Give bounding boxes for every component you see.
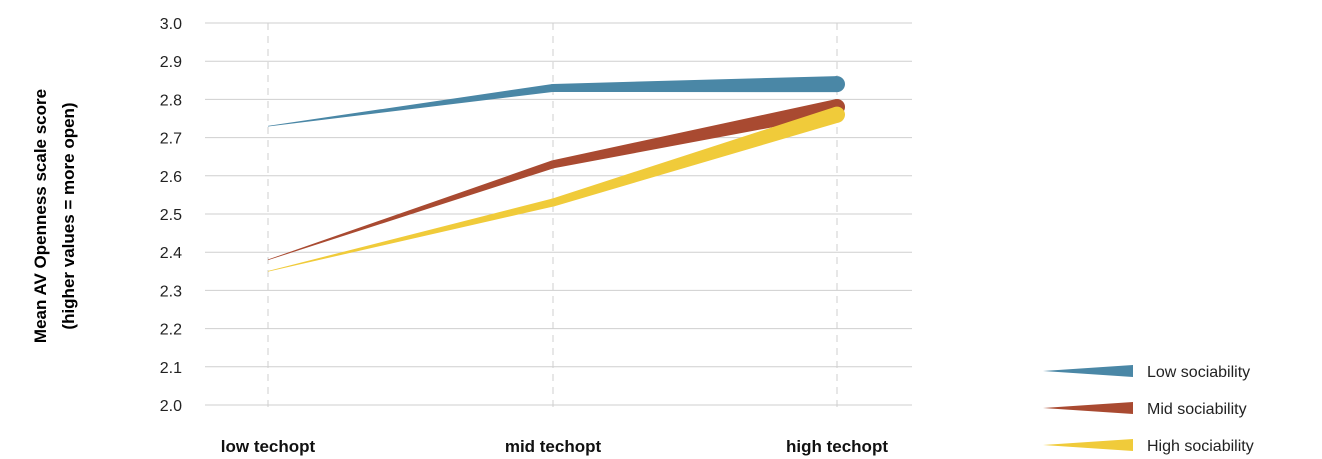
y-tick-label: 2.6 — [160, 169, 182, 186]
x-category-label: low techopt — [221, 437, 316, 456]
data-point — [829, 76, 845, 93]
y-tick-label: 2.1 — [160, 360, 182, 377]
y-axis-title: Mean AV Openness scale score (higher val… — [31, 89, 78, 343]
legend-label: Mid sociability — [1147, 401, 1247, 418]
line-segment — [267, 83, 554, 127]
x-category-label: mid techopt — [505, 437, 602, 456]
legend-swatch — [1043, 439, 1133, 451]
data-point — [829, 106, 845, 123]
y-tick-label: 2.3 — [160, 283, 182, 300]
series-high-sociability — [267, 106, 845, 272]
line-segment — [267, 198, 554, 272]
legend: Low sociability Mid sociability High socia… — [1043, 364, 1254, 455]
x-category-label: high techopt — [786, 437, 888, 456]
legend-label: High sociability — [1147, 438, 1254, 455]
series-lines — [267, 76, 845, 272]
data-point — [549, 83, 557, 92]
line-segment — [552, 76, 838, 93]
x-category-labels: low techopt mid techopt high techopt — [221, 437, 889, 456]
y-tick-label: 2.4 — [160, 245, 182, 262]
legend-swatch — [1043, 365, 1133, 377]
data-point — [549, 160, 557, 169]
y-tick-label: 2.0 — [160, 398, 182, 415]
y-axis-title-line-1: Mean AV Openness scale score — [31, 89, 50, 343]
series-low-sociability — [267, 76, 845, 127]
y-tick-labels: 3.0 2.9 2.8 2.7 2.6 2.5 2.4 2.3 2.2 2.1 2.0 — [160, 16, 182, 415]
legend-item: Low sociability — [1043, 364, 1250, 381]
data-point — [549, 198, 557, 207]
line-segment — [551, 107, 840, 207]
gridlines — [205, 22, 912, 409]
y-tick-label: 2.5 — [160, 207, 182, 224]
y-tick-label: 2.8 — [160, 92, 182, 109]
y-axis-title-line-2: (higher values = more open) — [59, 102, 78, 329]
y-tick-label: 3.0 — [160, 16, 182, 33]
line-segment — [267, 160, 555, 261]
series-mid-sociability — [267, 99, 845, 261]
legend-item: High sociability — [1043, 438, 1254, 455]
legend-label: Low sociability — [1147, 364, 1250, 381]
y-tick-label: 2.2 — [160, 322, 182, 339]
legend-item: Mid sociability — [1043, 401, 1247, 418]
y-tick-label: 2.9 — [160, 54, 182, 71]
y-tick-label: 2.7 — [160, 131, 182, 148]
legend-swatch — [1043, 402, 1133, 414]
line-segment — [552, 99, 839, 169]
